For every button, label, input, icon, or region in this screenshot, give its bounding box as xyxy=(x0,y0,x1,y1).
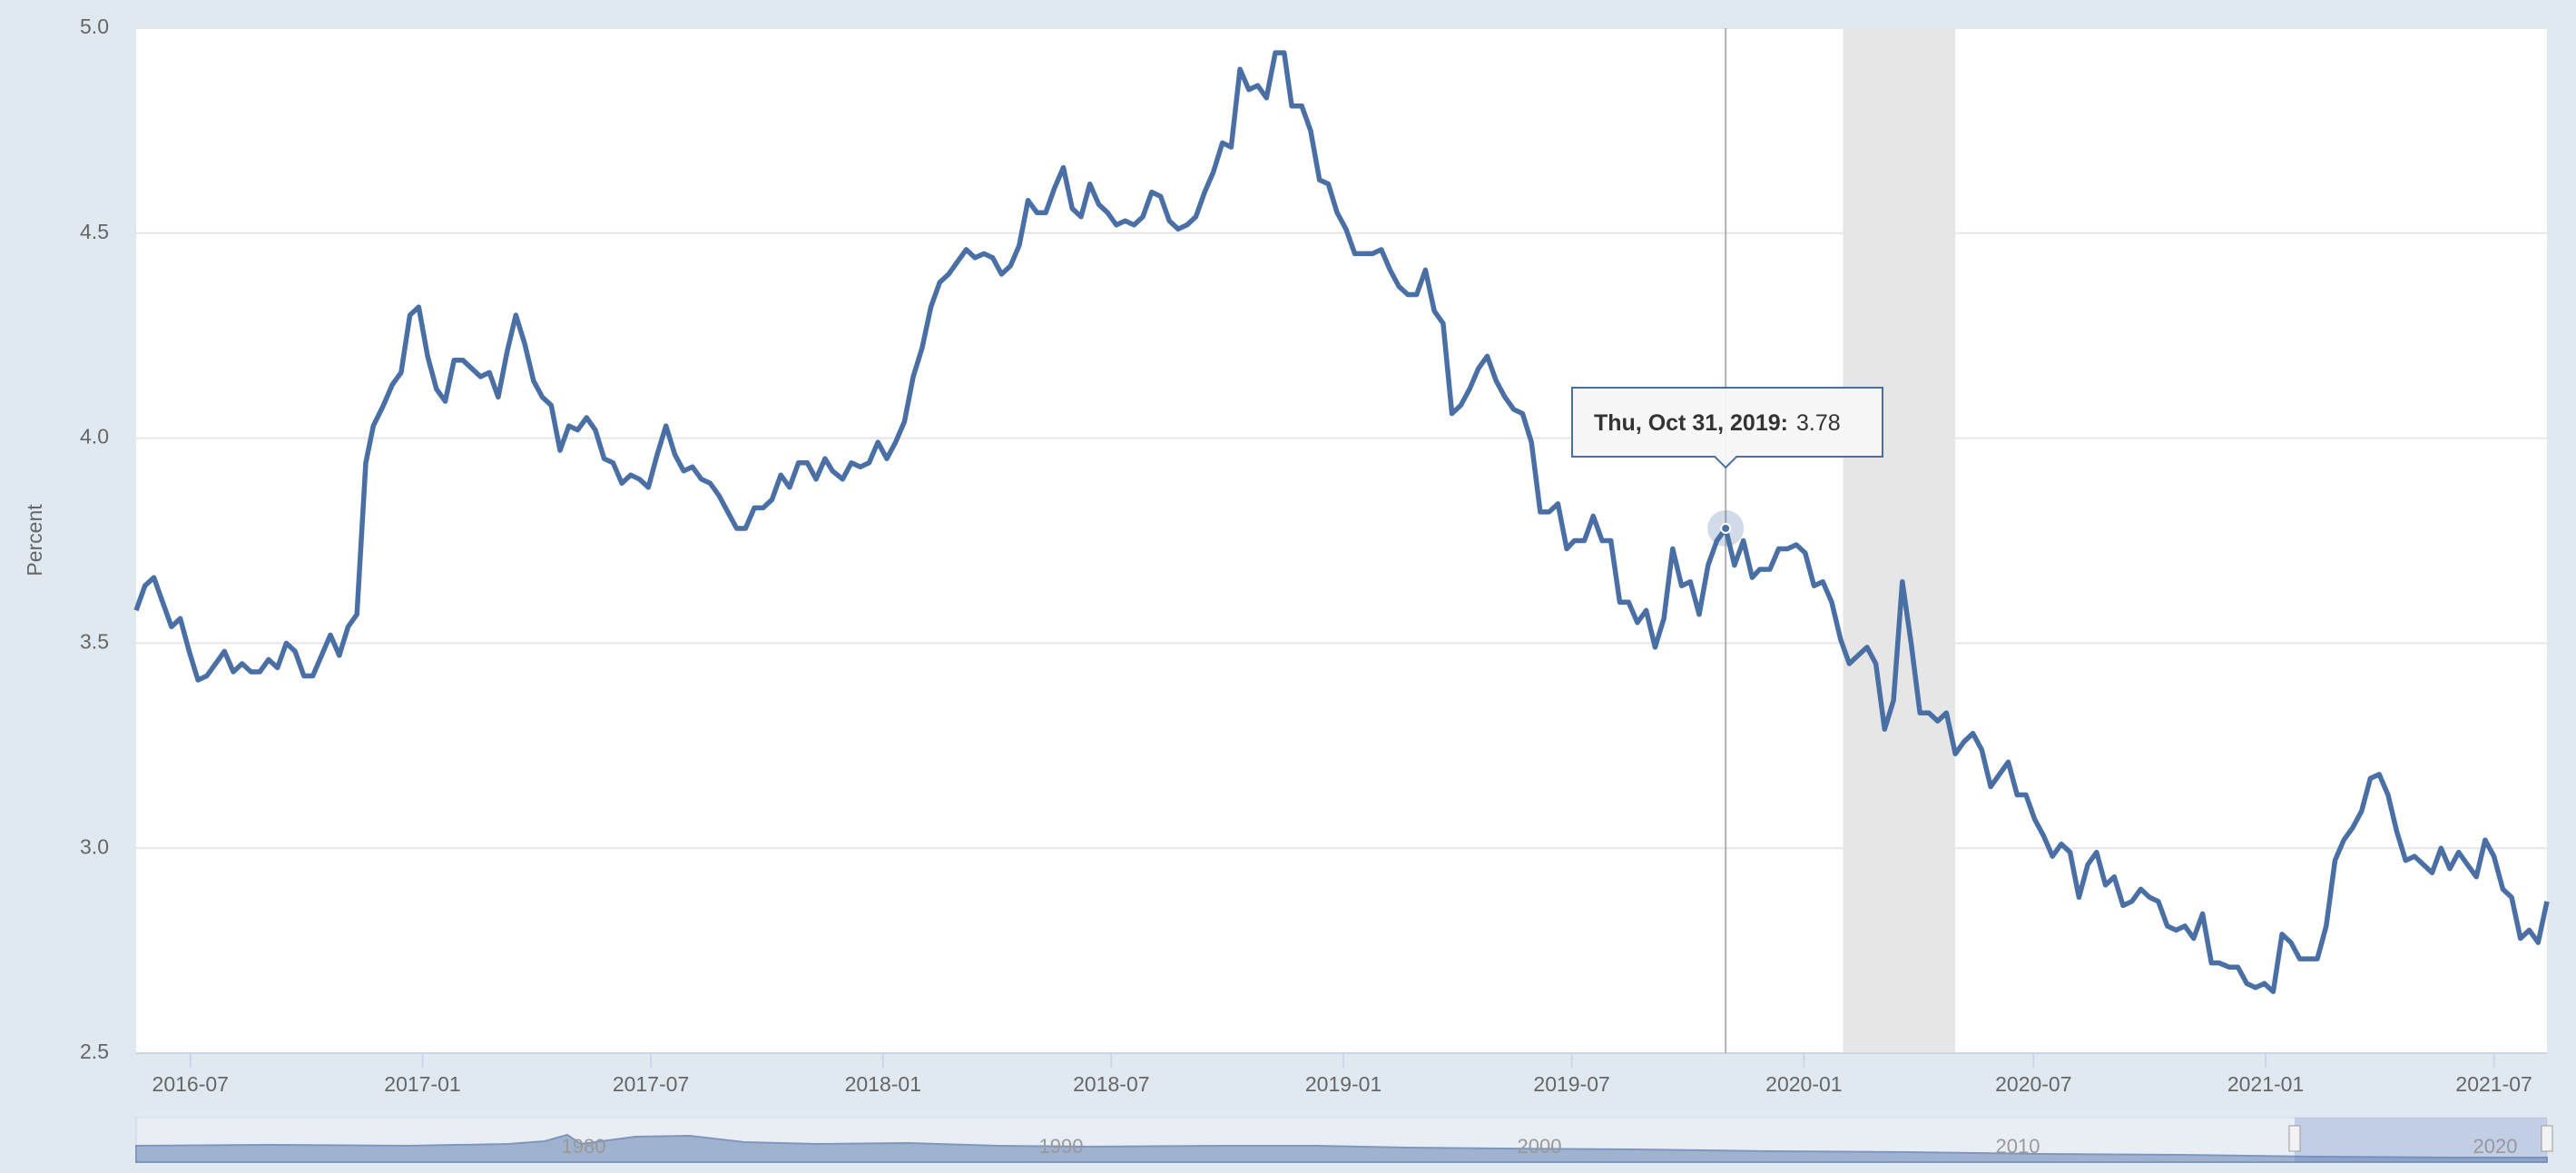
x-tick-label: 2018-01 xyxy=(845,1072,921,1096)
navigator-label: 2020 xyxy=(2473,1135,2518,1158)
navigator-label: 2010 xyxy=(1996,1135,2040,1158)
x-tick-label: 2019-01 xyxy=(1305,1072,1381,1096)
y-tick-label: 5.0 xyxy=(80,15,109,38)
y-tick-label: 2.5 xyxy=(80,1040,109,1063)
recession-band xyxy=(1843,28,1956,1053)
hover-point xyxy=(1720,522,1732,534)
navigator xyxy=(135,1117,2553,1163)
navigator-area xyxy=(135,1133,2548,1163)
tooltip-date: Thu, Oct 31, 2019: xyxy=(1594,410,1788,436)
tooltip-value: 3.78 xyxy=(1796,410,1841,436)
navigator-label: 1990 xyxy=(1039,1135,1084,1158)
navigator-label: 1980 xyxy=(562,1135,606,1158)
y-tick-label: 4.5 xyxy=(80,220,109,243)
tooltip-text: Thu, Oct 31, 2019: 3.78 xyxy=(1594,410,1841,436)
navigator-handle[interactable] xyxy=(2288,1125,2301,1152)
x-tick-label: 2020-07 xyxy=(1995,1072,2071,1096)
tooltip: Thu, Oct 31, 2019: 3.78 xyxy=(1571,387,1883,469)
x-tick-label: 2020-01 xyxy=(1765,1072,1842,1096)
x-tick-label: 2021-07 xyxy=(2455,1072,2532,1096)
x-tick-label: 2016-07 xyxy=(152,1072,229,1096)
x-tick-label: 2018-07 xyxy=(1073,1072,1149,1096)
y-axis-title: Percent xyxy=(23,504,46,577)
y-tick-label: 4.0 xyxy=(80,425,109,448)
plot-area xyxy=(136,28,2547,1053)
navigator-handle[interactable] xyxy=(2541,1125,2553,1152)
navigator-selection[interactable] xyxy=(2295,1118,2547,1162)
x-tick-label: 2017-07 xyxy=(613,1072,689,1096)
y-tick-label: 3.0 xyxy=(80,834,109,858)
data-line xyxy=(133,50,2550,995)
y-tick-label: 3.5 xyxy=(80,629,109,653)
tooltip-box xyxy=(1571,387,1883,469)
x-tick-label: 2021-01 xyxy=(2227,1072,2304,1096)
x-tick-label: 2017-01 xyxy=(384,1072,460,1096)
navigator-label: 2000 xyxy=(1518,1135,1562,1158)
x-tick-label: 2019-07 xyxy=(1533,1072,1609,1096)
